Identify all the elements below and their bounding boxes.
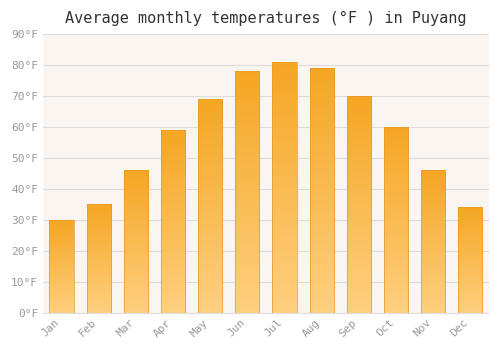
Bar <box>347 96 371 313</box>
Bar <box>384 127 408 313</box>
Bar <box>310 68 334 313</box>
Bar <box>161 130 185 313</box>
Bar <box>236 71 260 313</box>
Bar <box>124 170 148 313</box>
Bar <box>421 170 445 313</box>
Bar <box>86 204 111 313</box>
Bar <box>458 208 482 313</box>
Bar <box>50 220 74 313</box>
Bar <box>198 99 222 313</box>
Bar <box>272 62 296 313</box>
Title: Average monthly temperatures (°F ) in Puyang: Average monthly temperatures (°F ) in Pu… <box>65 11 466 26</box>
